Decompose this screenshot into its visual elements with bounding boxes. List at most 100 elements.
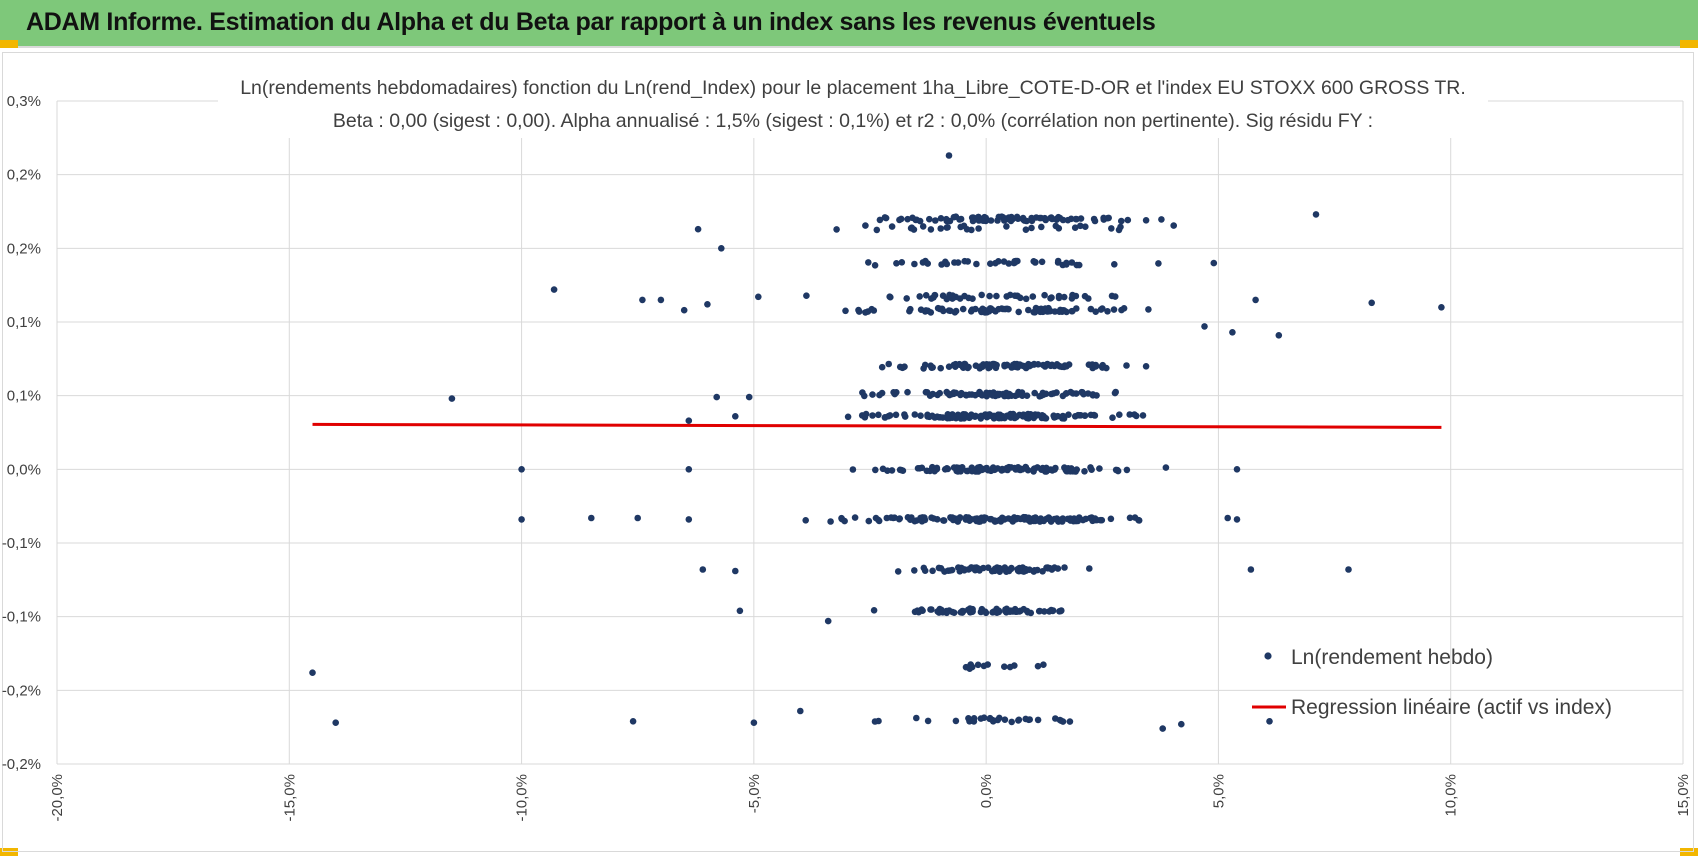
data-point bbox=[1002, 607, 1009, 615]
data-point bbox=[901, 363, 908, 371]
data-point bbox=[732, 567, 739, 575]
data-point bbox=[978, 392, 986, 399]
data-point bbox=[936, 305, 943, 313]
data-point bbox=[1312, 211, 1320, 218]
data-point bbox=[1097, 306, 1105, 313]
data-point bbox=[1028, 412, 1036, 420]
regression-line-group bbox=[312, 422, 1442, 429]
data-point bbox=[888, 467, 896, 474]
data-point bbox=[986, 292, 993, 300]
data-point bbox=[885, 360, 892, 368]
data-point bbox=[332, 719, 340, 726]
data-point bbox=[977, 608, 985, 616]
data-point bbox=[1060, 293, 1068, 301]
data-point bbox=[865, 517, 873, 525]
data-point bbox=[943, 295, 951, 303]
data-point bbox=[869, 391, 876, 398]
data-point bbox=[1005, 305, 1012, 313]
data-point bbox=[713, 393, 720, 401]
data-point bbox=[963, 467, 971, 475]
data-point bbox=[1091, 412, 1099, 419]
data-point bbox=[1084, 390, 1092, 397]
data-point bbox=[1081, 292, 1089, 300]
data-point bbox=[1047, 362, 1055, 369]
data-point bbox=[1224, 514, 1231, 522]
x-tick-label: 5,0% bbox=[1210, 774, 1227, 808]
data-point bbox=[892, 411, 900, 419]
data-point bbox=[803, 292, 810, 300]
data-point bbox=[704, 301, 711, 308]
data-point bbox=[961, 257, 968, 265]
data-point bbox=[732, 413, 739, 420]
data-point bbox=[992, 364, 1000, 372]
data-point bbox=[926, 215, 933, 223]
data-point bbox=[946, 391, 953, 399]
data-point bbox=[978, 514, 985, 522]
data-point bbox=[1087, 464, 1094, 471]
data-point bbox=[873, 226, 881, 234]
data-point bbox=[1015, 515, 1023, 522]
data-point bbox=[699, 566, 707, 573]
data-point bbox=[1092, 362, 1100, 370]
data-point bbox=[1034, 411, 1042, 419]
data-point bbox=[1034, 716, 1042, 724]
data-point bbox=[1041, 291, 1048, 299]
data-point bbox=[1022, 567, 1030, 574]
data-point bbox=[960, 411, 967, 418]
data-point bbox=[1252, 296, 1259, 304]
data-point bbox=[931, 291, 938, 299]
data-point bbox=[827, 518, 834, 525]
data-point bbox=[950, 213, 958, 221]
data-point bbox=[987, 305, 995, 312]
data-point bbox=[1029, 293, 1037, 300]
data-point bbox=[1014, 257, 1021, 265]
corner-marker bbox=[1680, 40, 1698, 48]
data-point bbox=[929, 364, 936, 371]
data-point bbox=[1081, 412, 1089, 419]
data-point bbox=[977, 715, 985, 722]
data-point bbox=[927, 606, 934, 613]
data-point bbox=[797, 707, 804, 715]
data-point bbox=[875, 516, 882, 524]
data-point bbox=[1034, 662, 1042, 670]
data-point bbox=[1050, 390, 1057, 397]
data-point bbox=[685, 466, 693, 473]
data-point bbox=[862, 222, 869, 229]
data-point bbox=[959, 609, 966, 616]
data-point bbox=[887, 514, 895, 521]
data-point bbox=[1052, 464, 1059, 472]
data-point bbox=[949, 295, 956, 302]
data-point bbox=[917, 412, 924, 420]
data-point bbox=[1043, 305, 1050, 313]
data-point bbox=[947, 307, 954, 315]
data-point bbox=[937, 565, 945, 572]
data-point bbox=[1014, 464, 1022, 471]
data-point bbox=[1007, 410, 1014, 418]
data-point bbox=[937, 364, 944, 372]
data-point bbox=[1068, 465, 1075, 472]
data-point bbox=[1003, 361, 1011, 369]
data-point bbox=[1072, 292, 1080, 300]
data-point bbox=[940, 517, 947, 524]
chart-area bbox=[2, 52, 1694, 852]
data-point bbox=[1013, 413, 1020, 421]
data-point bbox=[1030, 361, 1038, 368]
data-point bbox=[1034, 566, 1041, 574]
data-point bbox=[989, 464, 997, 471]
x-tick-label: -15,0% bbox=[281, 774, 298, 822]
data-point bbox=[920, 365, 927, 372]
data-point bbox=[967, 661, 974, 668]
data-point bbox=[995, 305, 1002, 313]
data-point bbox=[1077, 215, 1085, 222]
data-point bbox=[1124, 216, 1132, 224]
data-point bbox=[924, 717, 932, 725]
data-point bbox=[1040, 661, 1047, 668]
data-point bbox=[1109, 414, 1116, 422]
data-point bbox=[970, 467, 977, 475]
data-point bbox=[901, 411, 908, 418]
data-point bbox=[896, 515, 903, 522]
data-point bbox=[1438, 304, 1445, 311]
data-point bbox=[1022, 295, 1030, 303]
data-point bbox=[1063, 259, 1070, 267]
data-point bbox=[1028, 224, 1035, 232]
